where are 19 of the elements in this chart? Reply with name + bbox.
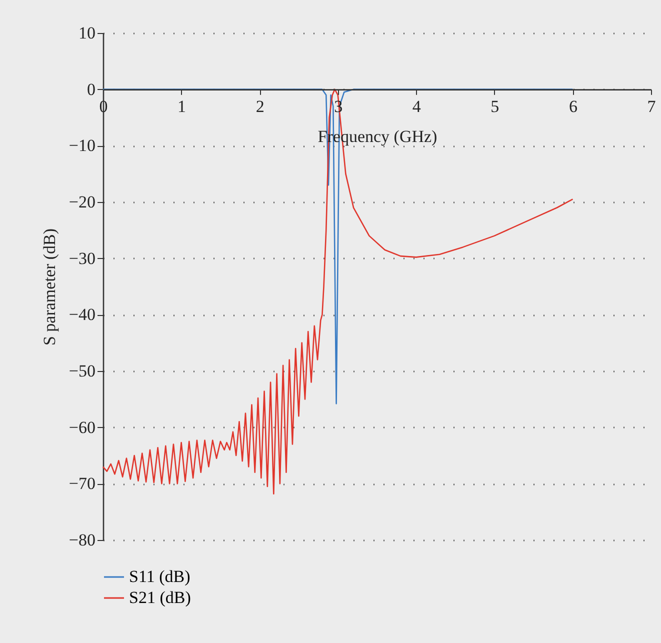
- x-tick-label: 1: [178, 96, 186, 116]
- x-tick-label: 5: [490, 96, 500, 116]
- y-axis-title: S parameter (dB): [40, 228, 59, 346]
- x-tick-label: 6: [568, 96, 578, 116]
- x-tick-label: 2: [256, 96, 264, 116]
- y-tick-label: 10: [78, 24, 96, 42]
- y-tick-label: −40: [68, 305, 96, 324]
- y-tick-label: −60: [68, 418, 96, 437]
- y-tick-label: −10: [68, 136, 96, 156]
- y-tick-label: −50: [68, 362, 96, 380]
- legend-label: S21 (dB): [129, 588, 191, 607]
- y-tick-label: −70: [68, 474, 96, 494]
- legend-label: S11 (dB): [129, 567, 190, 586]
- y-tick-label: −30: [68, 248, 96, 268]
- y-tick-label: 0: [87, 80, 96, 99]
- x-tick-label: 4: [412, 96, 422, 116]
- y-tick-label: −80: [68, 530, 96, 550]
- y-tick-label: −20: [68, 192, 96, 212]
- x-tick-label: 7: [647, 96, 656, 116]
